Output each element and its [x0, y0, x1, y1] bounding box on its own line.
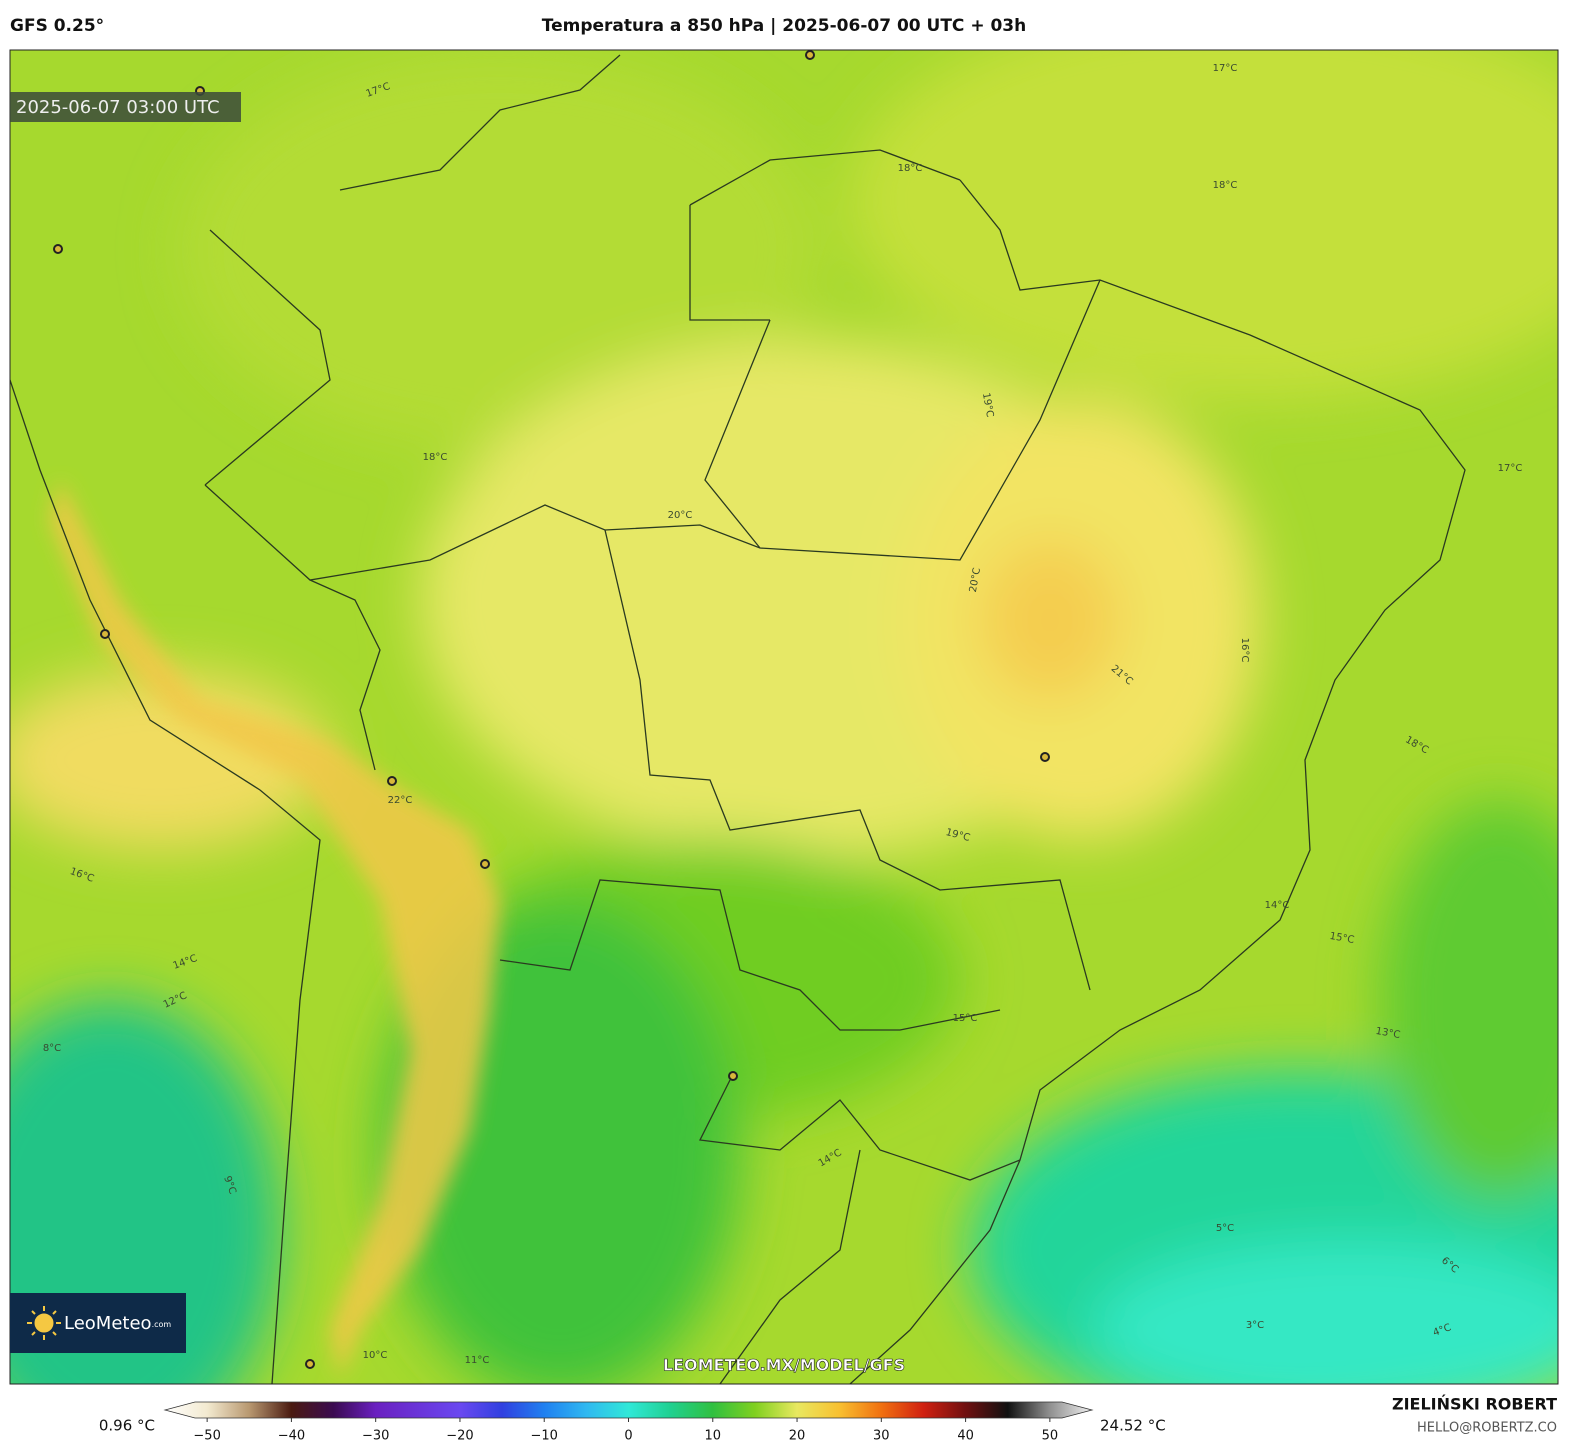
- contour-label: 8°C: [43, 1043, 61, 1054]
- colorbar-tick-label: 40: [957, 1429, 974, 1444]
- colorbar: −50 −40 −30 −20 −10 0 10 20 30 40 50: [163, 1401, 1094, 1444]
- contour-label: 5°C: [1216, 1223, 1234, 1234]
- logo-sun: [27, 1306, 61, 1340]
- colorbar-tick-label: 20: [789, 1429, 806, 1444]
- contour-label: 16°C: [1239, 638, 1250, 663]
- logo-text: LeoMeteo.com: [64, 1313, 171, 1334]
- contour-label: 10°C: [363, 1350, 388, 1361]
- contour-label: 17°C: [1213, 63, 1238, 74]
- contour-label: 13°C: [1375, 1026, 1401, 1041]
- borders: [10, 54, 1466, 1384]
- valid-time: 2025-06-07 03:00 UTC: [16, 97, 220, 118]
- url: LEOMETEO.MX/MODEL/GFS: [663, 1356, 905, 1375]
- contour-label: 22°C: [388, 795, 413, 806]
- contour-label: 3°C: [1246, 1320, 1264, 1331]
- min-label: 0.96 °C: [99, 1417, 155, 1435]
- contour-label: 18°C: [423, 452, 448, 463]
- colorbar-tick-label: 30: [873, 1429, 890, 1444]
- logo-suffix: .com: [152, 1320, 172, 1329]
- contour-label: 19°C: [980, 392, 995, 418]
- title: Temperatura a 850 hPa | 2025-06-07 00 UT…: [542, 16, 1027, 36]
- model-label: GFS 0.25°: [10, 16, 104, 36]
- contour-label: 20°C: [668, 510, 693, 521]
- colorbar-tick-label: −20: [446, 1429, 473, 1444]
- colorbar-tick-label: 50: [1042, 1429, 1059, 1444]
- contour-label: 15°C: [953, 1013, 978, 1024]
- colorbar-tick-label: 0: [624, 1429, 632, 1444]
- colorbar-tick-label: 10: [704, 1429, 721, 1444]
- email: HELLO@ROBERTZ.CO: [1417, 1421, 1557, 1436]
- contour-label: 18°C: [1213, 180, 1238, 191]
- contour-label: 11°C: [465, 1355, 490, 1366]
- contour-label: 17°C: [1498, 463, 1523, 474]
- colorbar-tick-label: −10: [531, 1429, 558, 1444]
- contour-label: 15°C: [1329, 931, 1355, 946]
- contour-label: 18°C: [898, 163, 923, 174]
- colorbar-tick-label: −50: [193, 1429, 220, 1444]
- max-label: 24.52 °C: [1100, 1417, 1166, 1435]
- contour-label: 14°C: [1265, 900, 1290, 911]
- colorbar-bar: [163, 1401, 1094, 1419]
- cities: [53, 50, 1050, 1369]
- time-badge: [10, 92, 241, 122]
- contour-label: 20°C: [968, 567, 983, 593]
- colorbar-tick-label: −40: [278, 1429, 305, 1444]
- logo-name: LeoMeteo: [64, 1313, 152, 1334]
- author: ZIELIŃSKI ROBERT: [1392, 1395, 1557, 1414]
- colorbar-tick-label: −30: [362, 1429, 389, 1444]
